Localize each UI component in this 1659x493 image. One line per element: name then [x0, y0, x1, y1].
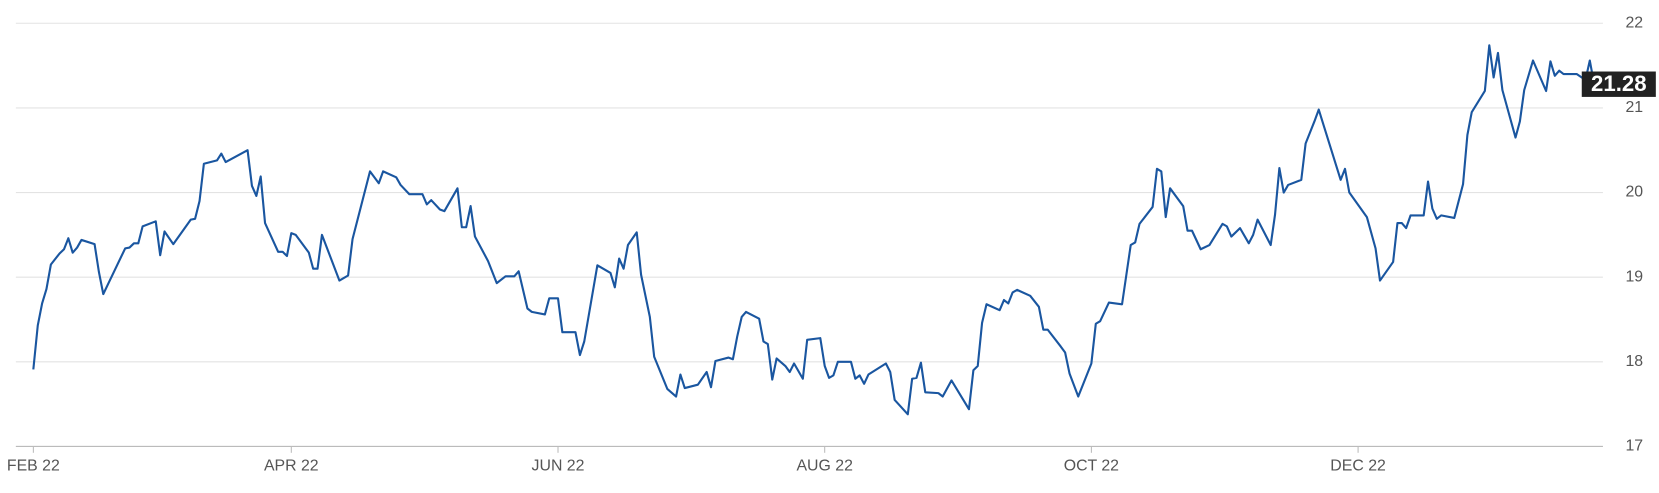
x-tick-label: JUN 22 [532, 458, 585, 475]
y-tick-label: 17 [1625, 438, 1643, 455]
y-tick-label: 21 [1625, 99, 1643, 116]
last-value-text: 21.28 [1591, 71, 1647, 96]
x-tick-label: AUG 22 [796, 458, 853, 475]
y-tick-label: 18 [1625, 353, 1643, 370]
y-tick-label: 22 [1625, 14, 1643, 31]
last-value-label: 21.28 [1581, 71, 1656, 97]
y-tick-label: 20 [1625, 184, 1643, 201]
x-tick-label: OCT 22 [1064, 458, 1119, 475]
x-tick-label: DEC 22 [1330, 458, 1386, 475]
price-line [32, 44, 1596, 416]
last-value-box [1581, 71, 1656, 97]
y-tick-label: 19 [1625, 268, 1643, 285]
x-tick-label: APR 22 [264, 458, 319, 475]
x-tick-label: FEB 22 [7, 458, 60, 475]
